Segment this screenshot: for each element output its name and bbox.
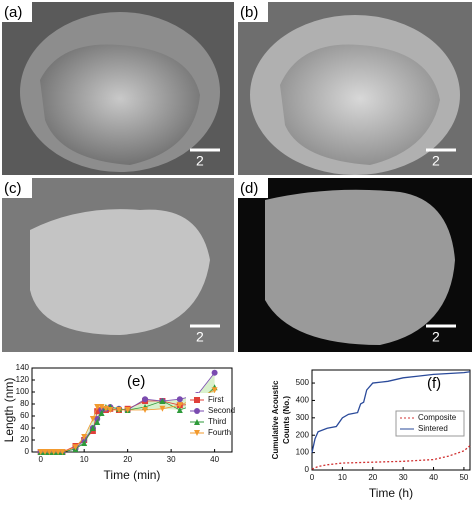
data-point [94,419,101,425]
y-tick-label: 140 [16,363,30,372]
data-point [194,397,200,403]
data-point [176,396,183,403]
data-point [89,416,96,422]
y-tick-label: 20 [20,435,29,444]
panel-label: (c) [4,180,22,197]
data-point [37,449,44,455]
y-tick-label: 40 [20,423,29,432]
data-point [72,444,79,451]
panel-label: (b) [240,4,258,21]
data-point [194,419,200,425]
x-tick-label: 30 [399,473,408,482]
y-tick-label: 100 [296,448,310,457]
y-tick-label: 400 [296,396,310,405]
chart-label: (f) [427,375,441,392]
data-point [81,434,88,440]
x-tick-label: 0 [38,455,43,464]
data-point [42,449,49,455]
data-point [107,407,114,413]
label-box [2,178,32,198]
y-tick-label: 0 [25,447,30,456]
y-tick-label: 100 [16,387,30,396]
y-axis-title: Cumulative Acoustic [271,380,280,459]
legend-label: Third [208,417,226,426]
x-tick-label: 10 [80,455,89,464]
series-line [311,371,471,453]
y-tick-label: 300 [296,413,310,422]
data-point [94,408,101,415]
data-point [194,408,200,414]
micrograph-b [238,2,472,175]
legend-label: Composite [418,413,457,422]
scale-bar-label: 2 [196,329,204,345]
data-point [55,449,62,455]
y-tick-label: 60 [20,411,29,420]
scale-bar-label: 2 [432,153,440,169]
data-point [89,425,96,431]
data-point [194,430,200,436]
legend-box [186,393,230,440]
x-tick-label: 0 [310,473,315,482]
y-axis-title: Length (nm) [2,378,16,443]
data-point [124,407,131,413]
x-tick-label: 50 [459,473,468,482]
data-point [159,405,166,412]
x-tick-label: 20 [123,455,132,464]
data-point [81,440,88,446]
legend-box [395,410,465,437]
legend-label: Sintered [418,424,448,433]
panel-label: (a) [4,4,22,21]
plot-frame [311,369,471,471]
data-point [159,398,166,404]
y-tick-label: 500 [296,378,310,387]
legend-label: Second [208,406,235,415]
x-tick-label: 20 [368,473,377,482]
label-box [238,178,268,198]
data-point [46,449,53,455]
data-point [94,404,101,410]
scale-bar-label: 2 [432,329,440,345]
data-point [142,396,149,403]
y-tick-label: 200 [296,430,310,439]
micrograph-a [2,2,234,175]
legend-label: Fourth [208,428,231,437]
micrograph-c [2,178,234,352]
data-point [115,407,122,413]
x-axis-title: Time (min) [104,468,161,482]
plot-frame [31,367,233,453]
data-point [176,407,183,413]
x-tick-label: 40 [210,455,219,464]
legend-label: First [208,395,224,404]
data-point [59,449,66,455]
chart-label: (e) [127,373,145,390]
x-tick-label: 10 [338,473,347,482]
x-tick-label: 30 [167,455,176,464]
series-line [311,445,471,470]
y-tick-label: 80 [20,399,29,408]
scale-bar-label: 2 [196,153,204,169]
label-box [2,2,32,22]
panel-label: (d) [240,180,258,197]
data-point [211,369,218,376]
data-point [50,449,57,455]
data-point [142,407,149,413]
y-tick-label: 120 [16,375,30,384]
label-box [238,2,268,22]
micrograph-d [238,178,472,352]
y-axis-title: Counts (No.) [282,396,291,444]
data-point [98,410,105,416]
data-point [98,404,105,410]
data-point [211,387,218,394]
x-tick-label: 40 [429,473,438,482]
data-point [176,402,183,409]
y-tick-label: 0 [305,465,310,474]
x-axis-title: Time (h) [369,486,413,500]
